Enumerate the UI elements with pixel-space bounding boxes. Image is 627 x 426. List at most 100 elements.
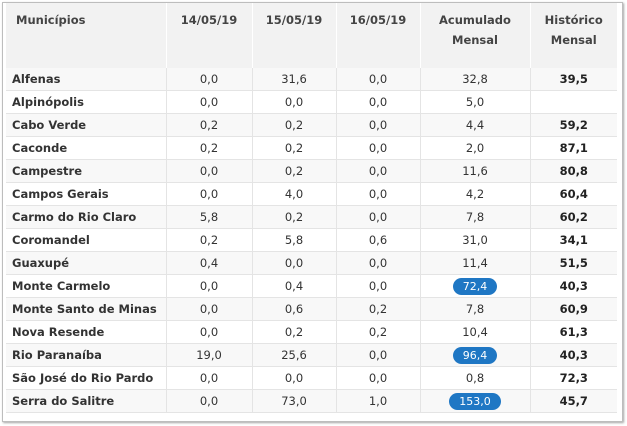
rain-16-05-value: 0,0 bbox=[368, 95, 388, 109]
municipality-value: Serra do Salitre bbox=[12, 394, 115, 408]
rain-14-05-value: 0,0 bbox=[199, 302, 219, 316]
historical-cell: 72,3 bbox=[529, 366, 617, 390]
table-row: Campos Gerais 0,0 4,0 0,0 4,2 60,4 bbox=[6, 182, 617, 206]
rain-16-05-value: 0,6 bbox=[368, 233, 388, 247]
rain-14-05-cell: 19,0 bbox=[165, 343, 252, 367]
historical-cell: 80,8 bbox=[529, 159, 617, 183]
accumulated-value: 31,0 bbox=[462, 233, 488, 247]
rain-14-05-cell: 0,2 bbox=[165, 136, 252, 160]
table-row: São José do Rio Pardo 0,0 0,0 0,0 0,8 72,3 bbox=[6, 366, 617, 390]
municipality-cell: Carmo do Rio Claro bbox=[6, 205, 166, 229]
rain-15-05-cell: 25,6 bbox=[251, 343, 336, 367]
rainfall-table: Municípios 14/05/19 15/05/19 16/05/19 Ac… bbox=[6, 3, 617, 413]
municipality-cell: Nova Resende bbox=[6, 320, 166, 344]
rain-14-05-cell: 0,0 bbox=[165, 297, 252, 321]
historical-cell: 40,3 bbox=[529, 274, 617, 298]
municipality-value: Monte Santo de Minas bbox=[12, 302, 157, 316]
header-date-3[interactable]: 16/05/19 bbox=[335, 3, 420, 68]
accumulated-cell: 2,0 bbox=[419, 136, 530, 160]
header-municipios[interactable]: Municípios bbox=[6, 3, 166, 68]
rain-15-05-value: 0,2 bbox=[284, 141, 304, 155]
rain-14-05-value: 0,0 bbox=[199, 394, 219, 408]
header-acumulado-mensal[interactable]: Acumulado Mensal bbox=[419, 3, 530, 68]
rain-14-05-cell: 0,0 bbox=[165, 182, 252, 206]
rain-15-05-value: 0,0 bbox=[284, 371, 304, 385]
rain-15-05-value: 0,2 bbox=[284, 164, 304, 178]
municipality-cell: Monte Santo de Minas bbox=[6, 297, 166, 321]
municipality-cell: Campestre bbox=[6, 159, 166, 183]
rain-16-05-cell: 0,0 bbox=[335, 159, 420, 183]
rain-16-05-cell: 0,0 bbox=[335, 68, 420, 91]
historical-cell: 61,3 bbox=[529, 320, 617, 344]
rain-16-05-value: 0,0 bbox=[368, 118, 388, 132]
historical-cell: 51,5 bbox=[529, 251, 617, 275]
rain-16-05-value: 0,0 bbox=[368, 371, 388, 385]
accumulated-cell: 4,2 bbox=[419, 182, 530, 206]
municipality-value: Monte Carmelo bbox=[12, 279, 111, 293]
rain-14-05-value: 0,4 bbox=[199, 256, 219, 270]
municipality-value: São José do Rio Pardo bbox=[12, 371, 154, 385]
rain-16-05-cell: 0,0 bbox=[335, 90, 420, 114]
table-row: Caconde 0,2 0,2 0,0 2,0 87,1 bbox=[6, 136, 617, 160]
historical-cell: 34,1 bbox=[529, 228, 617, 252]
table-row: Guaxupé 0,4 0,0 0,0 11,4 51,5 bbox=[6, 251, 617, 275]
rain-16-05-cell: 0,0 bbox=[335, 205, 420, 229]
rain-15-05-cell: 5,8 bbox=[251, 228, 336, 252]
rain-14-05-cell: 5,8 bbox=[165, 205, 252, 229]
municipality-value: Guaxupé bbox=[12, 256, 70, 270]
municipality-cell: Rio Paranaíba bbox=[6, 343, 166, 367]
rain-14-05-cell: 0,4 bbox=[165, 251, 252, 275]
historical-cell: 40,3 bbox=[529, 343, 617, 367]
rain-16-05-value: 0,2 bbox=[368, 302, 388, 316]
municipality-value: Alfenas bbox=[12, 72, 61, 86]
table-row: Campestre 0,0 0,2 0,0 11,6 80,8 bbox=[6, 159, 617, 183]
rain-16-05-cell: 0,0 bbox=[335, 251, 420, 275]
historical-cell: 45,7 bbox=[529, 389, 617, 413]
rain-15-05-cell: 0,2 bbox=[251, 205, 336, 229]
rain-16-05-value: 0,0 bbox=[368, 141, 388, 155]
accumulated-value: 32,8 bbox=[462, 72, 488, 86]
rain-16-05-cell: 0,6 bbox=[335, 228, 420, 252]
municipality-value: Cabo Verde bbox=[12, 118, 87, 132]
rain-15-05-value: 73,0 bbox=[281, 394, 307, 408]
accumulated-value: 5,0 bbox=[465, 95, 485, 109]
header-date-2[interactable]: 15/05/19 bbox=[251, 3, 336, 68]
accumulated-value: 10,4 bbox=[462, 325, 488, 339]
historical-value: 40,3 bbox=[559, 279, 588, 293]
municipality-value: Nova Resende bbox=[12, 325, 105, 339]
accumulated-cell: 0,8 bbox=[419, 366, 530, 390]
historical-value: 59,2 bbox=[559, 118, 588, 132]
accumulated-highlight-badge: 153,0 bbox=[449, 392, 501, 410]
table-row: Rio Paranaíba 19,0 25,6 0,0 96,4 40,3 bbox=[6, 343, 617, 367]
municipality-cell: Caconde bbox=[6, 136, 166, 160]
accumulated-value: 4,2 bbox=[465, 187, 485, 201]
municipality-cell: Coromandel bbox=[6, 228, 166, 252]
historical-cell: 39,5 bbox=[529, 68, 617, 91]
rain-16-05-value: 0,0 bbox=[368, 348, 388, 362]
municipality-value: Campos Gerais bbox=[12, 187, 109, 201]
rain-14-05-cell: 0,0 bbox=[165, 274, 252, 298]
historical-value: 60,9 bbox=[559, 302, 588, 316]
rain-14-05-value: 0,0 bbox=[199, 371, 219, 385]
rain-15-05-cell: 0,0 bbox=[251, 366, 336, 390]
rain-15-05-cell: 0,0 bbox=[251, 251, 336, 275]
municipality-cell: Guaxupé bbox=[6, 251, 166, 275]
historical-cell: 60,2 bbox=[529, 205, 617, 229]
table-row: Serra do Salitre 0,0 73,0 1,0 153,0 45,7 bbox=[6, 389, 617, 413]
historical-value: 39,5 bbox=[559, 72, 588, 86]
accumulated-cell: 7,8 bbox=[419, 297, 530, 321]
header-date-1[interactable]: 14/05/19 bbox=[165, 3, 252, 68]
rain-14-05-cell: 0,0 bbox=[165, 90, 252, 114]
rain-16-05-value: 0,2 bbox=[368, 325, 388, 339]
municipality-cell: São José do Rio Pardo bbox=[6, 366, 166, 390]
rain-16-05-cell: 0,0 bbox=[335, 182, 420, 206]
accumulated-highlight-badge: 72,4 bbox=[452, 277, 498, 295]
accumulated-highlight-badge: 96,4 bbox=[452, 346, 498, 364]
rain-14-05-cell: 0,0 bbox=[165, 366, 252, 390]
header-historico-mensal[interactable]: Histórico Mensal bbox=[529, 3, 617, 68]
rain-14-05-value: 5,8 bbox=[199, 210, 219, 224]
accumulated-cell: 153,0 bbox=[419, 389, 530, 413]
municipality-value: Carmo do Rio Claro bbox=[12, 210, 137, 224]
rain-14-05-cell: 0,2 bbox=[165, 228, 252, 252]
rain-16-05-value: 0,0 bbox=[368, 164, 388, 178]
